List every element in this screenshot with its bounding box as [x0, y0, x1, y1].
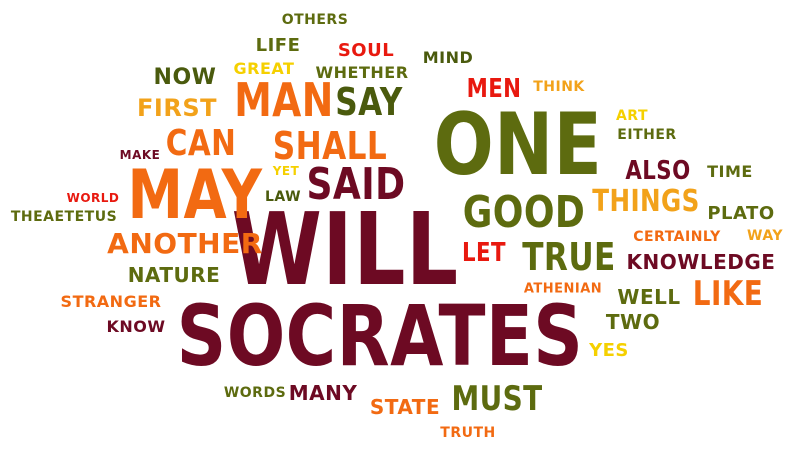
word-two: TWO [605, 310, 661, 334]
word-true: TRUE [522, 235, 616, 279]
word-yes: YES [589, 340, 629, 361]
word-plato: PLATO [707, 203, 775, 224]
word-certainly: CERTAINLY [633, 229, 721, 245]
word-yet: YET [272, 164, 300, 178]
word-also: ALSO [625, 156, 691, 186]
word-stranger: STRANGER [60, 292, 162, 311]
word-state: STATE [369, 395, 441, 419]
word-think: THINK [533, 79, 585, 95]
word-world: WORLD [66, 191, 120, 205]
word-can: CAN [165, 123, 237, 164]
word-way: WAY [747, 228, 783, 244]
word-one: ONE [433, 95, 603, 195]
word-soul: SOUL [337, 40, 395, 61]
word-law: LAW [264, 189, 302, 205]
word-say: SAY [335, 80, 403, 124]
word-must: MUST [451, 379, 543, 419]
word-whether: WHETHER [315, 63, 409, 82]
word-nature: NATURE [127, 263, 221, 287]
word-man: MAN [234, 73, 334, 127]
word-well: WELL [617, 285, 681, 309]
word-great: GREAT [233, 59, 295, 78]
word-will: WILL [231, 191, 459, 308]
word-first: FIRST [137, 94, 217, 122]
word-theaetetus: THEAETETUS [10, 209, 118, 225]
word-either: EITHER [617, 127, 677, 143]
word-men: MEN [466, 74, 522, 104]
word-life: LIFE [255, 35, 301, 56]
word-mind: MIND [422, 48, 474, 67]
word-now: NOW [153, 65, 217, 90]
word-like: LIKE [692, 274, 764, 314]
word-knowledge: KNOWLEDGE [626, 250, 776, 274]
word-said: SAID [306, 159, 406, 210]
word-things: THINGS [592, 184, 700, 219]
word-many: MANY [288, 381, 358, 405]
word-art: ART [615, 108, 649, 124]
word-let: LET [462, 238, 506, 268]
word-time: TIME [707, 162, 753, 181]
word-athenian: ATHENIAN [523, 281, 603, 297]
word-others: OTHERS [281, 12, 349, 28]
word-may: MAY [127, 156, 263, 235]
word-make: MAKE [119, 148, 161, 162]
word-know: KNOW [106, 317, 166, 336]
word-another: ANOTHER [107, 227, 263, 260]
word-good: GOOD [462, 187, 586, 238]
word-socrates: SOCRATES [176, 287, 584, 385]
word-words: WORDS [223, 385, 287, 401]
word-shall: SHALL [272, 124, 388, 168]
word-truth: TRUTH [440, 425, 496, 441]
